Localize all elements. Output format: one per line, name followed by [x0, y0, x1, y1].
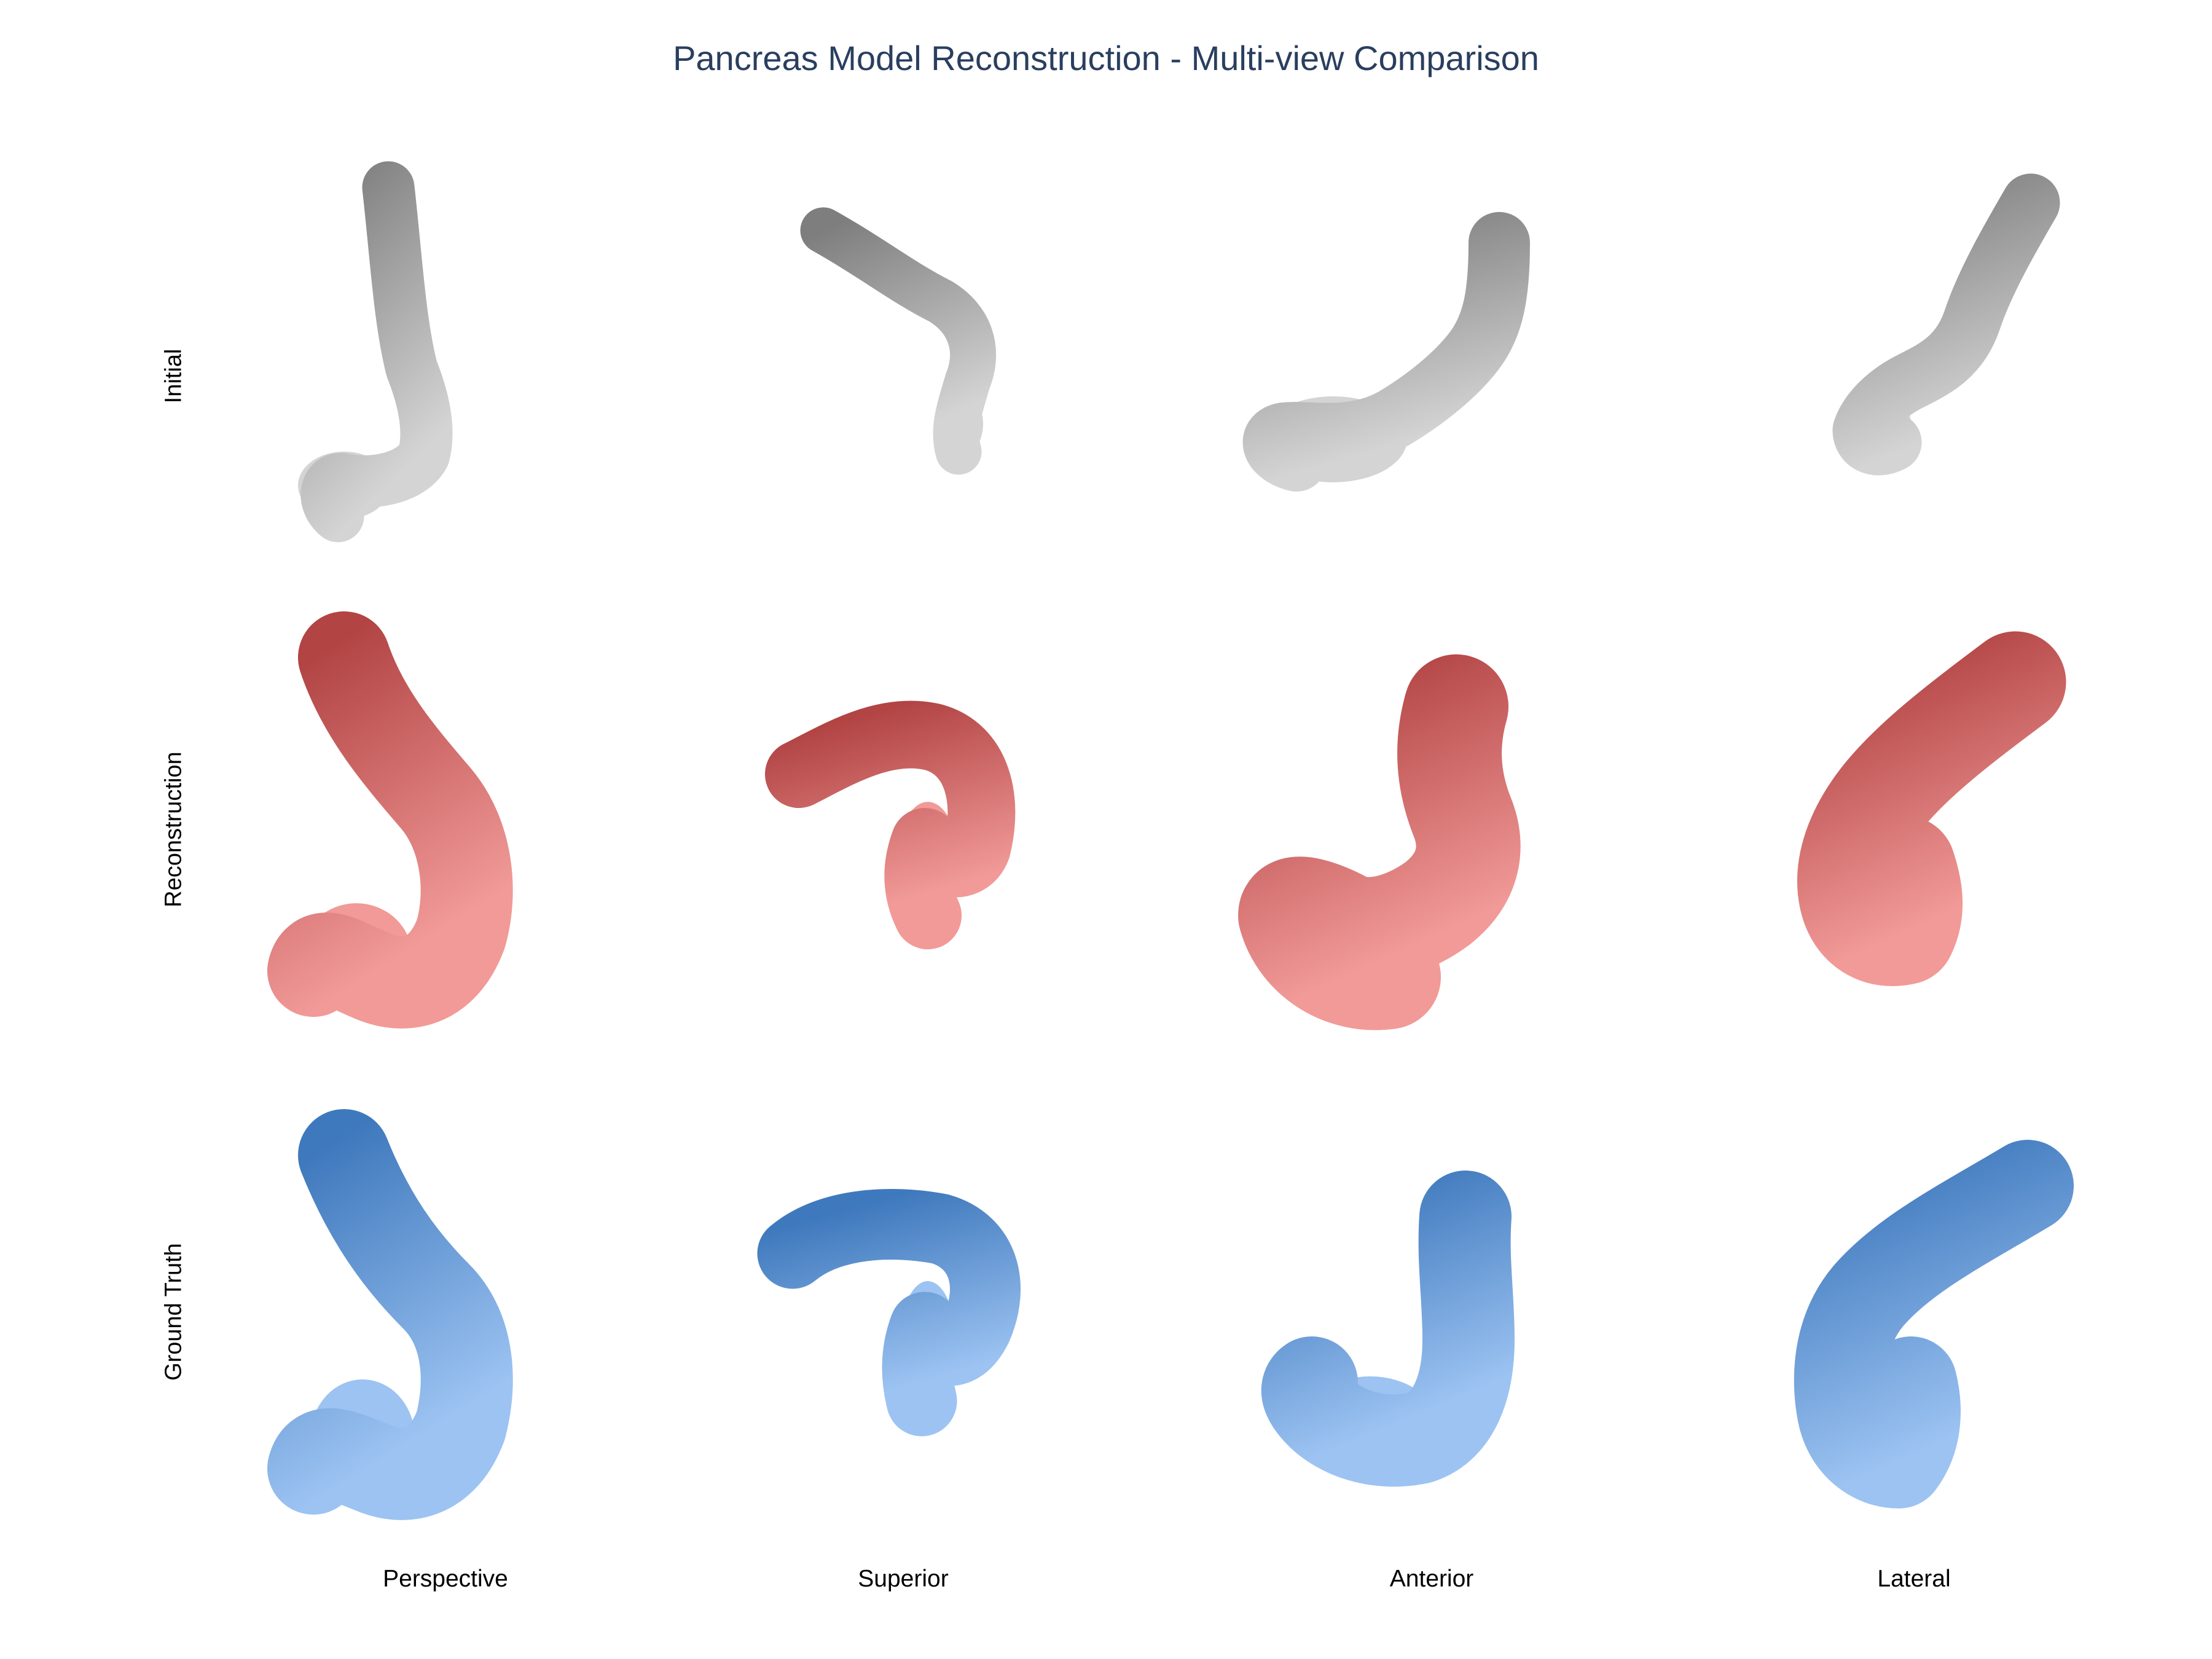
pancreas-model-ground-truth-anterior — [1261, 1171, 1515, 1487]
pancreas-model-reconstruction-perspective — [267, 611, 513, 1029]
pancreas-body-reconstruction-superior — [765, 700, 1016, 949]
pancreas-body-reconstruction-anterior — [1238, 654, 1521, 1030]
pancreas-model-initial-anterior — [1242, 212, 1530, 492]
pancreas-model-reconstruction-lateral — [1797, 631, 2066, 986]
pancreas-model-reconstruction-superior — [765, 700, 1016, 949]
column-label-anterior: Anterior — [1389, 1566, 1474, 1592]
pancreas-body-initial-lateral — [1832, 173, 2060, 476]
pancreas-model-ground-truth-perspective — [267, 1109, 513, 1520]
pancreas-body-initial-anterior — [1242, 212, 1530, 492]
column-label-perspective: Perspective — [383, 1566, 508, 1592]
pancreas-model-reconstruction-anterior — [1238, 654, 1521, 1030]
pancreas-body-ground-truth-anterior — [1261, 1171, 1515, 1487]
pancreas-model-initial-superior — [800, 207, 997, 475]
pancreas-model-initial-lateral — [1832, 173, 2060, 476]
column-label-superior: Superior — [858, 1566, 949, 1592]
pancreas-body-reconstruction-lateral — [1797, 631, 2066, 986]
pancreas-body-initial-superior — [800, 207, 997, 475]
pancreas-model-ground-truth-superior — [757, 1189, 1021, 1437]
pancreas-body-reconstruction-perspective — [267, 611, 513, 1029]
pancreas-body-ground-truth-lateral — [1794, 1140, 2074, 1508]
pancreas-model-initial-perspective — [298, 161, 453, 543]
column-label-lateral: Lateral — [1877, 1566, 1951, 1592]
pancreas-model-ground-truth-lateral — [1794, 1140, 2074, 1508]
pancreas-body-ground-truth-perspective — [267, 1109, 513, 1520]
pancreas-body-ground-truth-superior — [757, 1189, 1021, 1437]
pancreas-body-initial-perspective — [300, 161, 453, 543]
figure-title: Pancreas Model Reconstruction - Multi-vi… — [673, 39, 1539, 77]
